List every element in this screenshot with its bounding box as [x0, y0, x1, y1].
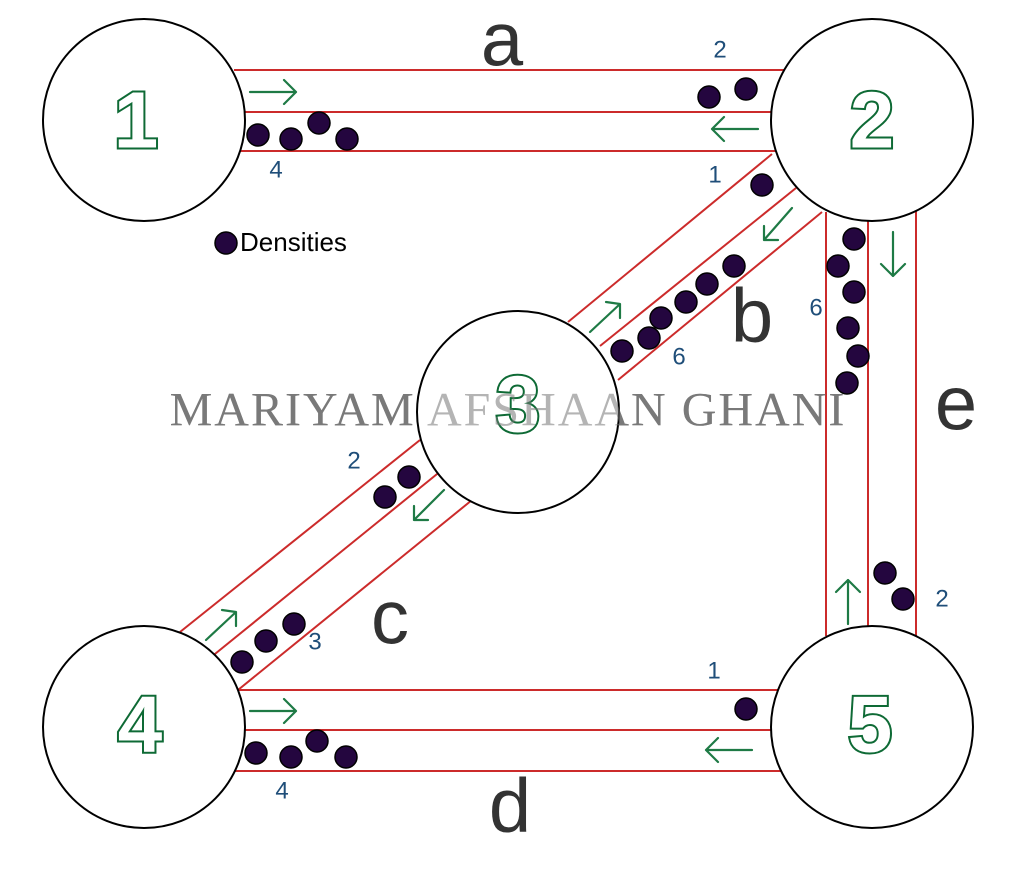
- arrow-left-icon: [710, 115, 760, 143]
- density-dot: [697, 85, 721, 109]
- density-dot: [649, 306, 673, 330]
- count-c-lower: 3: [308, 629, 321, 656]
- watermark-overlay: MARIYAM AFSHAAN GHANI: [170, 384, 847, 437]
- count-a-top: 2: [713, 37, 726, 64]
- node-2-label: 2: [850, 76, 895, 165]
- legend-label: Densities: [240, 227, 347, 257]
- road-b: [567, 153, 823, 381]
- node-5-label: 5: [848, 680, 893, 769]
- density-dot: [244, 741, 268, 765]
- density-counts: 2 4 1 6 2 3 1 4 6 2: [269, 37, 948, 805]
- edge-label-a: a: [481, 0, 524, 83]
- density-dot: [230, 650, 254, 674]
- density-dot: [373, 485, 397, 509]
- node-2: 2: [770, 18, 974, 222]
- legend-density-dot-icon: [214, 231, 238, 255]
- density-dot: [335, 127, 359, 151]
- count-c-upper: 2: [347, 448, 360, 475]
- node-1-label: 1: [114, 76, 159, 165]
- density-dot: [610, 339, 634, 363]
- density-dot: [826, 254, 850, 278]
- arrow-left-icon: [704, 736, 754, 764]
- density-dots: [230, 77, 915, 769]
- count-b-lower: 6: [672, 344, 685, 371]
- density-dot: [695, 272, 719, 296]
- node-3-label: 3: [496, 360, 541, 449]
- edge-label-c: c: [371, 576, 409, 661]
- density-dot: [279, 745, 303, 769]
- road-a: [234, 69, 786, 152]
- node-3: 3: [416, 310, 620, 514]
- density-dot: [637, 326, 661, 350]
- nodes: 1 2 3 4 5: [42, 18, 974, 829]
- density-dot: [307, 111, 331, 135]
- count-d-bottom: 4: [275, 778, 288, 805]
- density-dot: [246, 123, 270, 147]
- density-dot: [674, 290, 698, 314]
- density-dot: [842, 280, 866, 304]
- direction-arrows: [204, 78, 907, 764]
- density-dot: [891, 587, 915, 611]
- edge-label-d: d: [489, 764, 531, 849]
- density-dot: [334, 745, 358, 769]
- density-dot: [842, 227, 866, 251]
- arrow-right-icon: [248, 78, 298, 106]
- density-dot: [750, 173, 774, 197]
- arrow-down-icon: [879, 230, 907, 278]
- node-5: 5: [770, 625, 974, 829]
- density-dot: [254, 629, 278, 653]
- arrow-up-icon: [834, 578, 862, 626]
- density-dot: [873, 561, 897, 585]
- road-c: [179, 439, 473, 691]
- arrow-up-right-icon: [204, 608, 238, 642]
- count-d-top: 1: [707, 658, 720, 685]
- density-dot: [282, 612, 306, 636]
- edge-labels: a b c d e: [371, 0, 977, 849]
- count-e-left: 6: [809, 295, 822, 322]
- node-4-label: 4: [118, 680, 163, 769]
- density-dot: [305, 729, 329, 753]
- arrow-up-right-icon: [588, 300, 622, 334]
- node-4: 4: [42, 625, 246, 829]
- legend: Densities: [214, 227, 347, 257]
- density-dot: [846, 344, 870, 368]
- arrow-right-icon: [248, 697, 298, 725]
- roads: [179, 69, 917, 772]
- edge-label-b: b: [731, 274, 773, 359]
- count-a-bottom: 4: [269, 157, 282, 184]
- density-dot: [722, 254, 746, 278]
- density-dot: [734, 77, 758, 101]
- road-e: [825, 210, 917, 638]
- node-1: 1: [42, 18, 246, 222]
- density-dot: [734, 697, 758, 721]
- arrow-down-left-icon: [412, 488, 446, 522]
- density-dot: [836, 316, 860, 340]
- edge-label-e: e: [935, 362, 977, 447]
- density-dot: [397, 465, 421, 489]
- density-dot: [835, 371, 859, 395]
- count-b-upper: 1: [708, 162, 721, 189]
- count-e-right: 2: [935, 586, 948, 613]
- road-d: [234, 689, 786, 772]
- density-dot: [279, 127, 303, 151]
- arrow-down-left-icon: [762, 206, 794, 242]
